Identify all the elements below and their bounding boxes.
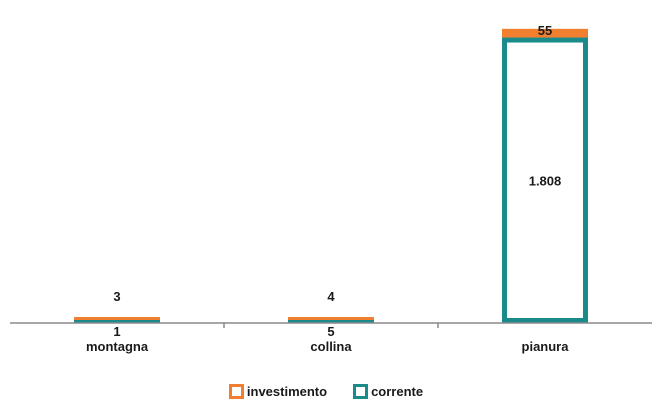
legend-item-corrente[interactable]: corrente xyxy=(353,384,423,399)
bar-corrente-montagna xyxy=(74,320,160,323)
data-label-investimento-montagna: 3 xyxy=(113,289,120,304)
legend-swatch-corrente xyxy=(353,384,369,399)
x-tick-label-pianura: pianura xyxy=(522,339,570,354)
bar-corrente-pianura xyxy=(502,37,588,324)
data-label-corrente-montagna: 1 xyxy=(113,324,120,339)
bar-investimento-pianura xyxy=(502,28,588,38)
data-label-investimento-pianura: 55 xyxy=(538,23,552,38)
data-label-corrente-pianura: 1.808 xyxy=(529,173,562,188)
x-tick-label-montagna: montagna xyxy=(86,339,149,354)
legend: investimento corrente xyxy=(0,384,652,399)
bar-investimento-montagna xyxy=(74,317,160,320)
data-label-corrente-collina: 5 xyxy=(327,324,334,339)
bar-corrente-collina xyxy=(288,320,374,323)
labels-layer: 1 3 montagna 5 4 collina 1.808 55 pianura xyxy=(86,23,569,354)
legend-label-corrente: corrente xyxy=(371,384,424,399)
data-label-investimento-collina: 4 xyxy=(327,289,335,304)
x-axis-ticks xyxy=(223,323,439,328)
legend-swatch-investimento xyxy=(228,384,244,399)
bars-layer xyxy=(74,28,588,324)
chart: 1 3 montagna 5 4 collina 1.808 55 pianura xyxy=(10,23,652,354)
bar-investimento-collina xyxy=(288,317,374,320)
x-tick-label-collina: collina xyxy=(310,339,352,354)
legend-label-investimento: investimento xyxy=(246,384,328,399)
legend-item-investimento[interactable]: investimento xyxy=(228,384,328,399)
